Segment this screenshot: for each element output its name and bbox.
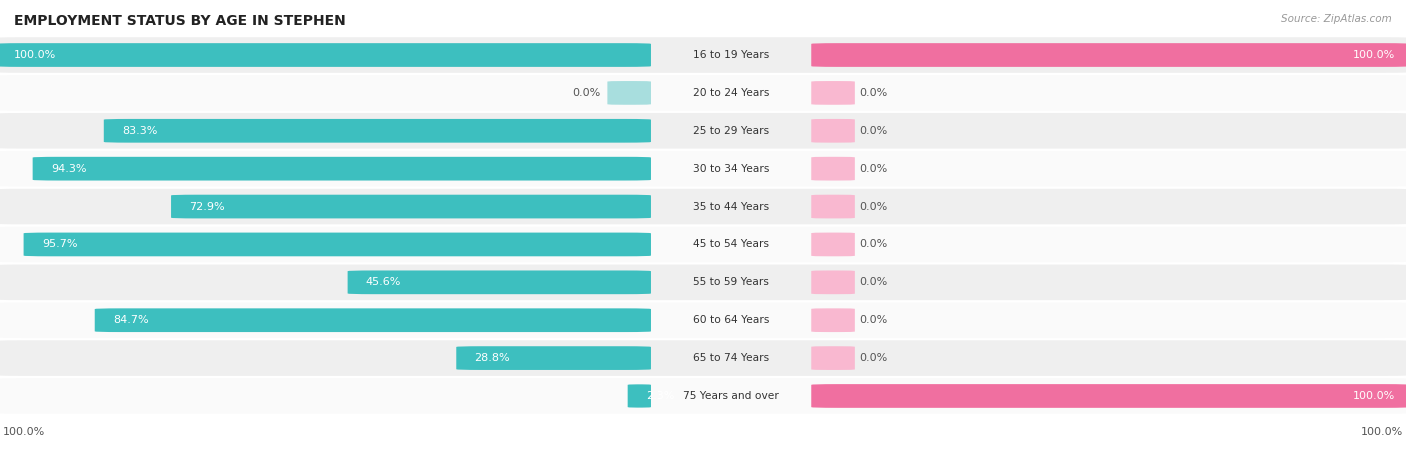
FancyBboxPatch shape [0,378,1406,414]
Text: 55 to 59 Years: 55 to 59 Years [693,277,769,287]
FancyBboxPatch shape [811,81,855,105]
FancyBboxPatch shape [811,195,855,218]
Text: 100.0%: 100.0% [1353,50,1395,60]
Text: 28.8%: 28.8% [475,353,510,363]
FancyBboxPatch shape [0,189,1406,224]
Text: 94.3%: 94.3% [51,164,86,174]
Text: 2.3%: 2.3% [645,391,675,401]
FancyBboxPatch shape [94,308,651,332]
Text: 100.0%: 100.0% [3,427,45,437]
Text: 0.0%: 0.0% [859,315,887,325]
Legend: In Labor Force, Unemployed: In Labor Force, Unemployed [598,447,808,451]
FancyBboxPatch shape [811,346,855,370]
FancyBboxPatch shape [0,151,1406,186]
Text: 60 to 64 Years: 60 to 64 Years [693,315,769,325]
FancyBboxPatch shape [811,119,855,143]
Text: 0.0%: 0.0% [572,88,600,98]
FancyBboxPatch shape [0,113,1406,148]
Text: 0.0%: 0.0% [859,126,887,136]
Text: 83.3%: 83.3% [122,126,157,136]
FancyBboxPatch shape [811,233,855,256]
FancyBboxPatch shape [607,81,651,105]
Text: Source: ZipAtlas.com: Source: ZipAtlas.com [1281,14,1392,23]
FancyBboxPatch shape [457,346,651,370]
Text: 45.6%: 45.6% [366,277,401,287]
Text: 95.7%: 95.7% [42,239,77,249]
FancyBboxPatch shape [0,37,1406,73]
FancyBboxPatch shape [0,341,1406,376]
FancyBboxPatch shape [811,384,1406,408]
FancyBboxPatch shape [811,308,855,332]
Text: 100.0%: 100.0% [14,50,56,60]
Text: 84.7%: 84.7% [112,315,149,325]
Text: 0.0%: 0.0% [859,202,887,212]
FancyBboxPatch shape [347,271,651,294]
Text: 0.0%: 0.0% [859,88,887,98]
Text: 25 to 29 Years: 25 to 29 Years [693,126,769,136]
Text: 75 Years and over: 75 Years and over [683,391,779,401]
Text: 100.0%: 100.0% [1361,427,1403,437]
Text: 35 to 44 Years: 35 to 44 Years [693,202,769,212]
FancyBboxPatch shape [104,119,651,143]
Text: 0.0%: 0.0% [859,239,887,249]
Text: 0.0%: 0.0% [859,353,887,363]
FancyBboxPatch shape [24,233,651,256]
FancyBboxPatch shape [172,195,651,218]
FancyBboxPatch shape [811,271,855,294]
Text: 0.0%: 0.0% [859,164,887,174]
FancyBboxPatch shape [0,43,651,67]
Text: 30 to 34 Years: 30 to 34 Years [693,164,769,174]
Text: 65 to 74 Years: 65 to 74 Years [693,353,769,363]
Text: 72.9%: 72.9% [190,202,225,212]
FancyBboxPatch shape [0,265,1406,300]
FancyBboxPatch shape [811,157,855,180]
FancyBboxPatch shape [0,75,1406,110]
Text: 20 to 24 Years: 20 to 24 Years [693,88,769,98]
Text: 0.0%: 0.0% [859,277,887,287]
FancyBboxPatch shape [811,43,1406,67]
FancyBboxPatch shape [32,157,651,180]
FancyBboxPatch shape [0,303,1406,338]
Text: EMPLOYMENT STATUS BY AGE IN STEPHEN: EMPLOYMENT STATUS BY AGE IN STEPHEN [14,14,346,28]
Text: 100.0%: 100.0% [1353,391,1395,401]
FancyBboxPatch shape [626,384,652,408]
Text: 45 to 54 Years: 45 to 54 Years [693,239,769,249]
Text: 16 to 19 Years: 16 to 19 Years [693,50,769,60]
FancyBboxPatch shape [0,227,1406,262]
